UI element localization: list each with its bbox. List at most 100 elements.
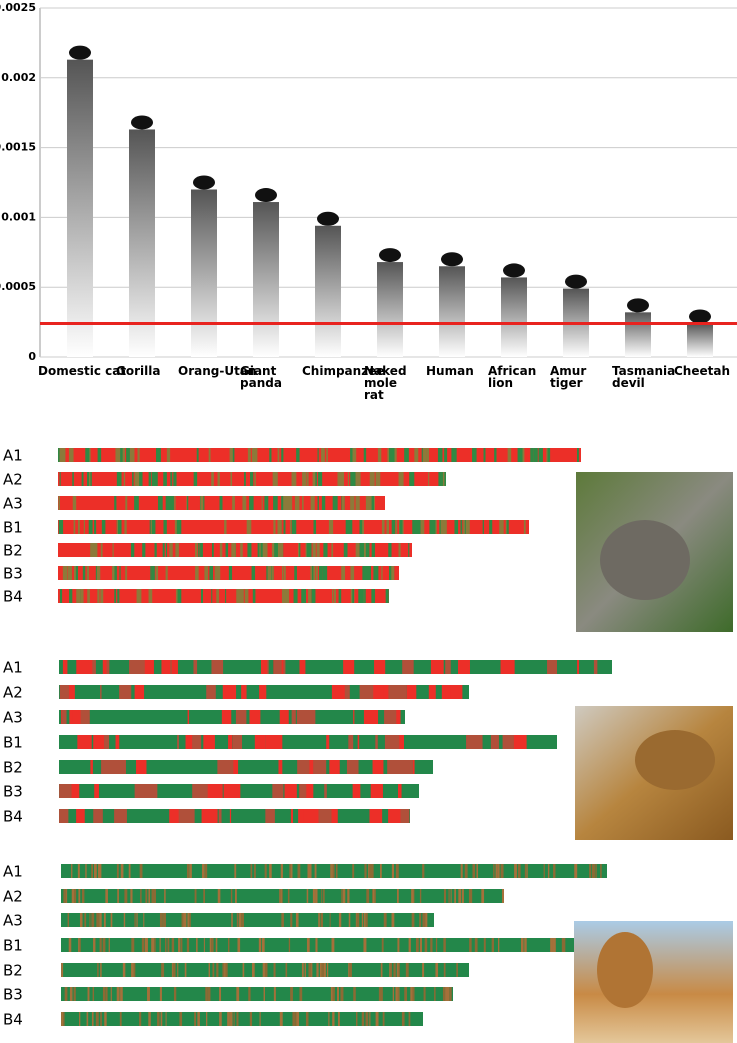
bar [315,225,341,357]
chromosome-band [129,660,145,674]
chromosome-band [273,520,276,534]
chromosome-band [449,987,452,1001]
chromosome-band [211,938,214,952]
chromosome-band [209,938,212,952]
chromosome-band [151,938,155,952]
chromosome-band [397,938,400,952]
animal-silhouette [193,175,215,190]
chromosome-band [217,472,219,486]
chromosome-band [192,735,202,749]
chromosome-band [321,889,323,903]
chromosome-band [303,809,319,823]
chromosome-band [363,913,366,927]
chromosome-band [151,520,156,534]
chromosome-band [355,496,360,510]
chromosome-band [125,566,128,580]
chromosome-band [233,1012,235,1026]
chromosome-band [230,448,233,462]
chromosome-band [249,496,254,510]
chromosome-band [322,566,328,580]
chromosome-band [140,889,142,903]
chromosome-band [372,760,384,774]
chromosome-band [396,710,401,724]
chromosome-band [533,448,538,462]
chromosome-band [388,566,392,580]
chromosome-band [99,913,102,927]
chromosome-band [106,660,110,674]
chromosome-label: A2 [3,888,23,906]
chromosome-band [347,889,350,903]
chromosome-band [169,496,174,510]
chromosome-band [445,987,448,1001]
chromosome-band [187,710,190,724]
chromosome-band [317,496,319,510]
chromosome-band [258,938,262,952]
chromosome-band [236,987,240,1001]
chromosome-band [65,889,68,903]
chromosome-band [160,1012,163,1026]
chromosome-band [279,710,289,724]
chromosome-band [370,784,383,798]
chromosome-band [450,889,452,903]
chromosome-band [91,1012,94,1026]
chromosome-band [411,913,415,927]
chromosome-band [482,520,484,534]
chromosome-band [293,589,298,603]
chromosome-band [312,472,316,486]
animal-silhouette [689,309,711,324]
chromosome-band [502,735,514,749]
chromosome-band [292,1012,296,1026]
chromosome-band [67,913,70,927]
chromosome-band [263,987,266,1001]
chromosome-band [309,963,312,977]
chromosome-band [315,938,318,952]
chromosome-band [120,864,124,878]
chromosome-band [342,889,346,903]
chromosome-band [201,589,203,603]
chromosome-band [363,938,366,952]
chromosome-band [340,987,344,1001]
chromosome-band [143,660,154,674]
chromosome-band [408,1012,411,1026]
chromosome-band [498,938,500,952]
chromosome-band [119,566,121,580]
chromosome-band [368,496,372,510]
chromosome-band [299,784,307,798]
chromosome-band [72,496,77,510]
chromosome-band [238,589,243,603]
chromosome-band [71,889,75,903]
chromosome-label: A3 [3,912,23,930]
chromosome-band [382,520,385,534]
chromosome-band [64,685,75,699]
chromosome-band [281,589,287,603]
chromosome-band [343,496,345,510]
chromosome-band [281,913,284,927]
chromosome-band [500,660,515,674]
chromosome-band [299,660,306,674]
chromosome-band [241,913,244,927]
chromosome-band [461,889,464,903]
chromosome-label: A1 [3,447,23,465]
chromosome-band [329,913,331,927]
chromosome-band [221,710,232,724]
chromosome-band [547,864,550,878]
chromosome-band [547,448,551,462]
chromosome-band [82,710,89,724]
chromosome-label: B3 [3,783,23,801]
chromosome-band [347,472,349,486]
chromosome-label: B4 [3,808,23,826]
chromosome-band [552,938,556,952]
chromosome-band [169,809,179,823]
chromosome [61,938,575,952]
chromosome-label: A2 [3,471,23,489]
chromosome-band [93,938,96,952]
chromosome-band [374,889,376,903]
chromosome-band [381,566,383,580]
chromosome-band [138,448,140,462]
chromosome-band [108,938,110,952]
chromosome-band [331,685,345,699]
chromosome-band [297,543,300,557]
chromosome-band [518,448,523,462]
chromosome-band [184,963,187,977]
chromosome-band [378,987,381,1001]
